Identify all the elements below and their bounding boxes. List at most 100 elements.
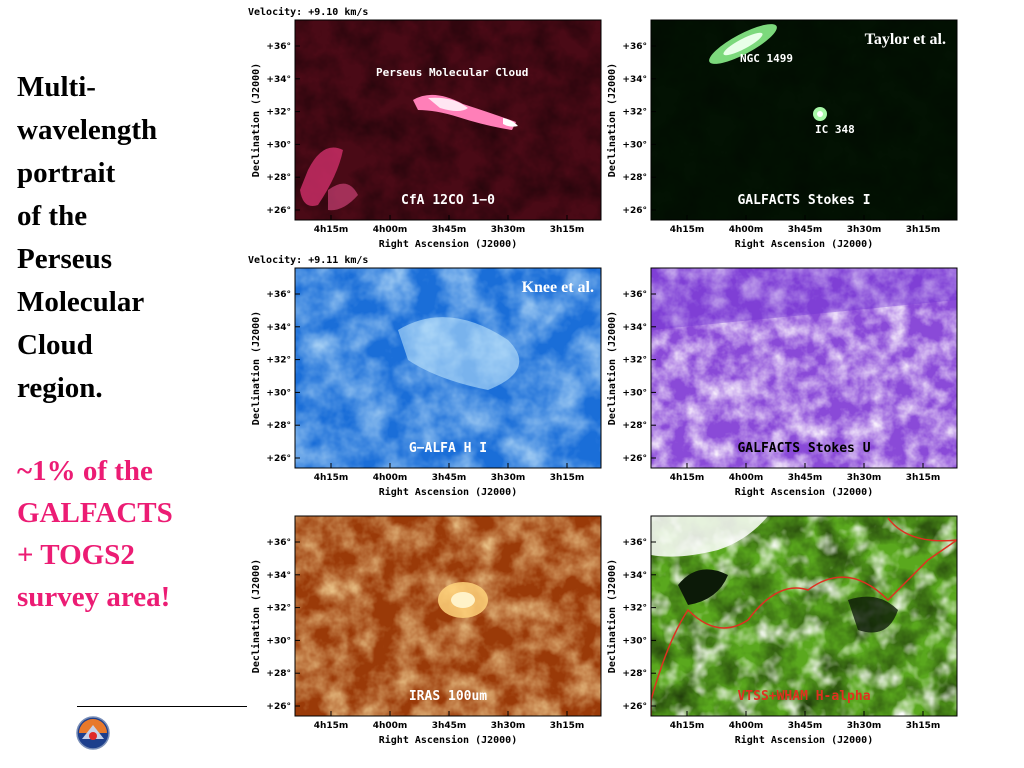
x-axis-label: Right Ascension (J2000)	[735, 238, 873, 250]
y-tick-label: +28°	[622, 421, 647, 431]
y-axis-label: Declination (J2000)	[606, 63, 618, 177]
y-tick-label: +34°	[622, 571, 647, 581]
title-line: of the	[17, 200, 88, 232]
y-axis-label: Declination (J2000)	[606, 311, 618, 425]
y-tick-label: +34°	[622, 75, 647, 85]
x-axis-label: Right Ascension (J2000)	[379, 238, 517, 250]
panel-frame	[294, 267, 602, 469]
panel-frame	[650, 515, 958, 717]
image-mosaic: Velocity: +9.10 km/s Velocity: +9.11 km/…	[248, 6, 958, 746]
slide-title: Multi- wavelength portrait of the Perseu…	[17, 66, 242, 410]
y-tick-label: +26°	[622, 702, 647, 712]
panel-halpha-map	[651, 516, 957, 716]
x-tick-label: 3h45m	[788, 225, 823, 235]
x-axis-label: Right Ascension (J2000)	[735, 486, 873, 498]
panel-label: IRAS 100um	[409, 689, 487, 704]
survey-logo-icon	[76, 716, 110, 750]
subtitle-line: ~1% of the	[17, 455, 153, 487]
x-tick-label: 3h30m	[491, 225, 526, 235]
x-tick-label: 3h15m	[550, 721, 585, 731]
x-tick-label: 3h15m	[906, 473, 941, 483]
title-line: Molecular	[17, 286, 145, 318]
panel-stokes-i-map	[651, 20, 957, 220]
x-tick-label: 4h00m	[373, 225, 408, 235]
axes-layer: +36° +34° +32° +30° +28° +26° 4h15m 4h00m 3h45m 3…	[250, 42, 940, 746]
panel-stokes-u-map	[651, 268, 957, 468]
title-line: Cloud	[17, 329, 93, 361]
x-tick-label: 4h15m	[670, 721, 705, 731]
panel-co-map	[295, 20, 601, 220]
x-tick-label: 4h15m	[670, 473, 705, 483]
x-tick-label: 3h45m	[432, 721, 467, 731]
y-tick-label: +28°	[622, 173, 647, 183]
y-tick-label: +34°	[266, 323, 291, 333]
y-axis-label: Declination (J2000)	[250, 559, 262, 673]
y-tick-label: +26°	[266, 454, 291, 464]
y-axis-label: Declination (J2000)	[250, 311, 262, 425]
y-tick-label: +36°	[266, 290, 291, 300]
x-tick-label: 4h00m	[729, 225, 764, 235]
panel-frame	[650, 19, 958, 221]
source-label: IC 348	[815, 123, 855, 136]
x-tick-label: 4h00m	[373, 721, 408, 731]
map-annotation: Perseus Molecular Cloud	[376, 66, 528, 79]
y-tick-label: +28°	[266, 669, 291, 679]
y-tick-label: +32°	[622, 604, 647, 614]
subtitle-line: + TOGS2	[17, 539, 135, 571]
y-tick-label: +26°	[622, 454, 647, 464]
x-tick-label: 3h15m	[906, 225, 941, 235]
panel-iras-map	[295, 516, 601, 716]
y-tick-label: +32°	[622, 108, 647, 118]
subtitle-line: survey area!	[17, 581, 171, 613]
panel-label: VTSS+WHAM H-alpha	[737, 689, 870, 704]
credit-label: Knee et al.	[522, 279, 594, 296]
title-line: wavelength	[17, 114, 158, 146]
x-tick-label: 4h15m	[314, 473, 349, 483]
x-tick-label: 3h30m	[491, 721, 526, 731]
y-axis-label: Declination (J2000)	[606, 559, 618, 673]
footer-divider	[77, 706, 247, 707]
panel-label: G−ALFA H I	[409, 441, 487, 456]
x-tick-label: 3h45m	[788, 473, 823, 483]
y-tick-label: +30°	[622, 636, 647, 646]
y-tick-label: +34°	[622, 323, 647, 333]
y-tick-label: +32°	[266, 356, 291, 366]
x-tick-label: 4h00m	[729, 473, 764, 483]
panel-frame	[294, 19, 602, 221]
y-axis-label: Declination (J2000)	[250, 63, 262, 177]
panel-label: CfA 12CO 1−0	[401, 193, 495, 208]
velocity-label: Velocity: +9.10 km/s	[248, 6, 368, 18]
y-tick-label: +34°	[266, 75, 291, 85]
y-tick-label: +26°	[622, 206, 647, 216]
x-tick-label: 3h15m	[550, 473, 585, 483]
title-line: region.	[17, 372, 103, 404]
x-axis-label: Right Ascension (J2000)	[379, 486, 517, 498]
y-tick-label: +30°	[266, 636, 291, 646]
title-line: portrait	[17, 157, 116, 189]
panel-label: GALFACTS Stokes U	[737, 441, 870, 456]
x-axis-label: Right Ascension (J2000)	[379, 734, 517, 746]
y-tick-label: +30°	[266, 388, 291, 398]
y-tick-label: +32°	[266, 604, 291, 614]
x-tick-label: 3h45m	[432, 473, 467, 483]
x-tick-label: 3h15m	[906, 721, 941, 731]
x-tick-label: 3h30m	[847, 721, 882, 731]
y-tick-label: +36°	[622, 42, 647, 52]
y-tick-label: +28°	[622, 669, 647, 679]
title-line: Perseus	[17, 243, 113, 275]
panel-label: GALFACTS Stokes I	[737, 193, 870, 208]
panel-frame	[650, 267, 958, 469]
y-tick-label: +36°	[622, 290, 647, 300]
panel-hi-map	[295, 268, 601, 468]
y-tick-label: +36°	[266, 538, 291, 548]
subtitle-line: GALFACTS	[17, 497, 173, 529]
y-tick-label: +30°	[622, 388, 647, 398]
x-tick-label: 3h45m	[432, 225, 467, 235]
x-tick-label: 4h00m	[729, 721, 764, 731]
y-tick-label: +32°	[622, 356, 647, 366]
y-tick-label: +30°	[266, 140, 291, 150]
y-tick-label: +26°	[266, 702, 291, 712]
x-tick-label: 3h45m	[788, 721, 823, 731]
velocity-label: Velocity: +9.11 km/s	[248, 254, 368, 266]
y-tick-label: +30°	[622, 140, 647, 150]
